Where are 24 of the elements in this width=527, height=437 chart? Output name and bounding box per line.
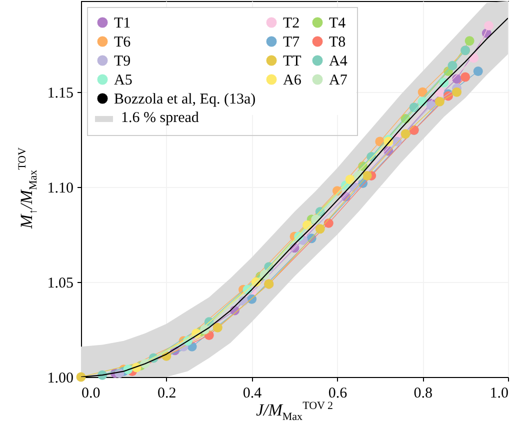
- legend-label: T2: [283, 16, 300, 32]
- legend-label: T7: [283, 34, 300, 50]
- x-tick-label: 0.0: [82, 386, 100, 402]
- y-tick-label: 1.00: [47, 370, 74, 386]
- legend-label: A7: [329, 72, 348, 88]
- legend-label: T6: [114, 34, 132, 50]
- legend-label: T9: [114, 54, 131, 70]
- y-tick-label: 1.15: [47, 86, 74, 102]
- legend-label: Bozzola et al, Eq. (13a): [114, 92, 256, 108]
- legend-label: A6: [283, 72, 302, 88]
- legend-label: TT: [283, 54, 302, 70]
- x-tick-label: 0.8: [414, 386, 432, 402]
- legend-label: T8: [329, 34, 346, 50]
- x-tick-label: 0.4: [242, 386, 262, 402]
- x-tick-label: 0.2: [158, 386, 176, 402]
- y-tick-label: 1.05: [47, 276, 74, 292]
- legend-label: A5: [114, 72, 132, 88]
- x-tick-label: 0.6: [328, 386, 348, 402]
- legend-label: A4: [329, 54, 348, 70]
- y-tick-label: 1.10: [47, 180, 74, 197]
- x-tick-label: 1.0: [490, 386, 508, 402]
- legend-label: T1: [114, 16, 131, 32]
- legend-label: T4: [329, 16, 346, 32]
- annotation: 1.6 % spread: [121, 110, 199, 127]
